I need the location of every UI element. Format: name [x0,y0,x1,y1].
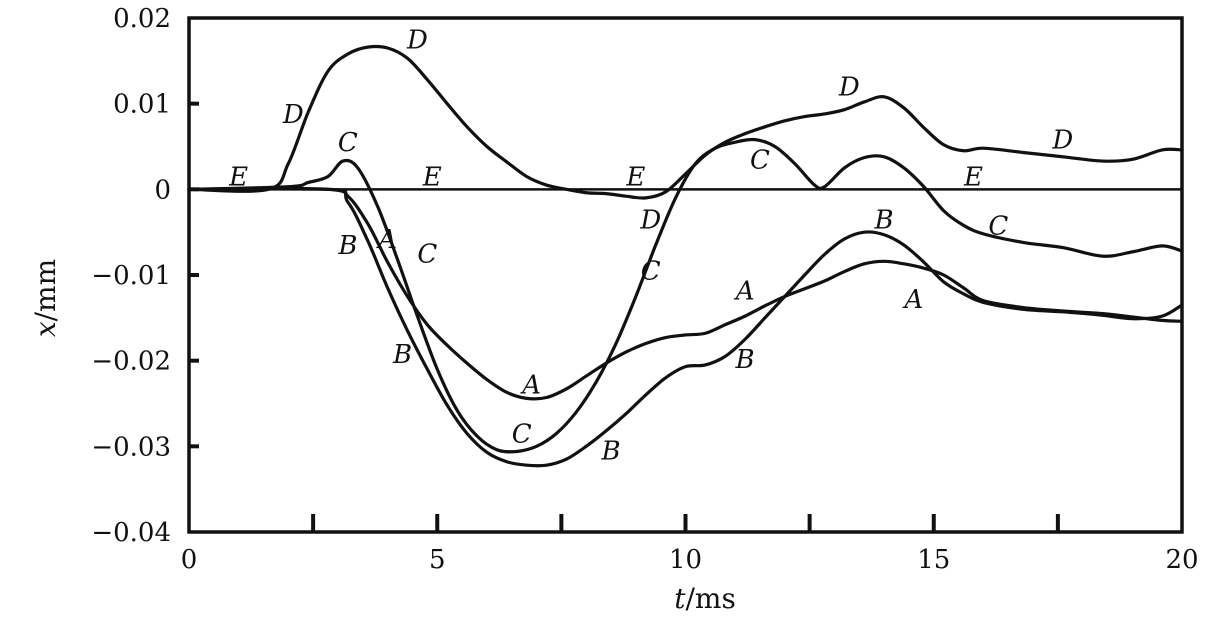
y-tick-label-6: −0.04 [91,518,171,548]
curve-label-d-6: D [639,205,661,235]
curve-label-d-8: D [1051,126,1073,156]
series-a-line [187,187,1184,401]
series-b-line [187,186,1184,468]
y-axis-ticks: 0.02 0.01 0 −0.01 −0.02 −0.03 −0.04 [91,4,199,548]
x-tick-label-2: 10 [669,545,702,575]
plot-frame [187,16,1184,534]
curve-label-b-18: B [735,345,755,375]
x-axis-var: t [674,582,686,615]
y-tick-label-0: 0.02 [113,4,171,34]
x-tick-label-3: 15 [917,545,950,575]
curve-label-a-20: A [376,225,397,255]
curve-label-c-9: C [338,128,358,158]
curve-label-a-23: A [902,285,923,315]
y-tick-label-3: −0.01 [91,261,171,291]
x-tick-label-4: 20 [1165,545,1198,575]
curve-label-c-13: C [988,211,1008,241]
curve-label-c-12: C [750,145,770,175]
y-axis-unit: /mm [29,259,62,322]
curve-label-a-21: A [520,371,541,401]
curve-label-e-1: E [422,162,442,192]
series-c-line [187,137,1184,454]
y-axis-title: x/mm [29,259,62,337]
y-axis-var: x [29,321,62,337]
curve-label-d-7: D [838,73,860,103]
curve-label-b-16: B [392,340,412,370]
y-tick-label-5: −0.03 [91,432,171,462]
x-tick-label-0: 0 [181,545,198,575]
curve-label-c-10: C [417,240,437,270]
curve-label-e-2: E [625,162,645,192]
series-d-line [187,44,1184,200]
series-curves [187,44,1184,468]
curve-label-b-15: B [337,231,357,261]
x-axis-ticks: 0 5 10 15 20 [181,514,1199,575]
curve-label-e-0: E [228,162,248,192]
curve-label-c-11: C [641,257,661,287]
curve-label-e-3: E [963,162,983,192]
x-axis-unit: /ms [685,582,735,615]
curve-label-d-4: D [282,100,304,130]
curve-label-b-19: B [874,205,894,235]
y-tick-label-4: −0.02 [91,347,171,377]
x-minor-ticks [311,514,1060,532]
x-axis-title: t/ms [674,582,736,615]
curve-label-a-22: A [734,276,755,306]
curve-label-b-17: B [600,437,620,467]
curve-label-d-5: D [406,25,428,55]
y-tick-label-2: 0 [154,175,171,205]
curve-label-c-14: C [512,419,532,449]
x-tick-label-1: 5 [429,545,446,575]
y-tick-label-1: 0.01 [113,90,171,120]
